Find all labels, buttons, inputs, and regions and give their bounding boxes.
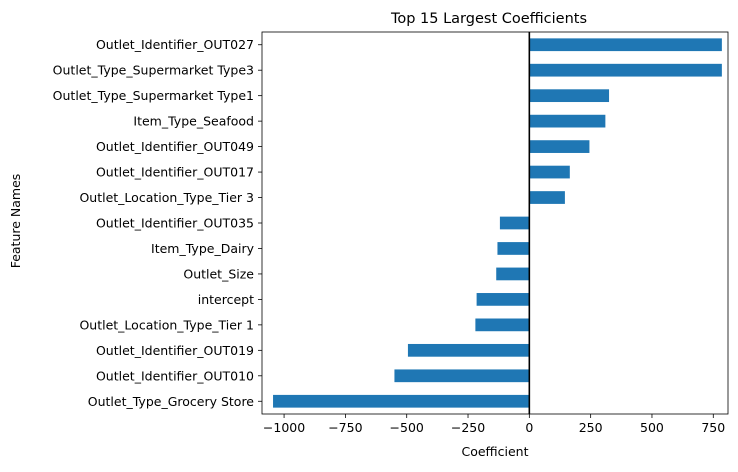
y-tick-label: Outlet_Location_Type_Tier 1 (79, 317, 254, 332)
y-tick-label: Outlet_Identifier_OUT019 (96, 343, 254, 358)
y-tick-label: Outlet_Location_Type_Tier 3 (79, 190, 254, 205)
bars-layer (273, 38, 722, 408)
x-tick-label: −250 (451, 420, 485, 435)
bar-5 (529, 165, 570, 179)
x-tick-label: −500 (390, 420, 424, 435)
bar-0 (529, 38, 722, 52)
bar-6 (529, 191, 565, 204)
bar-1 (529, 63, 722, 77)
y-tick-label: Outlet_Identifier_OUT035 (96, 216, 254, 231)
bar-12 (407, 343, 530, 357)
x-tick-label: −1000 (263, 420, 305, 435)
bar-11 (475, 318, 530, 332)
y-tick-label: Outlet_Type_Supermarket Type3 (53, 63, 254, 78)
bar-2 (529, 89, 610, 103)
y-tick-label: Outlet_Identifier_OUT027 (96, 37, 254, 52)
x-tick-label: 500 (640, 420, 664, 435)
bar-4 (529, 140, 590, 153)
y-tick-label: Item_Type_Dairy (151, 241, 255, 256)
y-tick-label: Outlet_Identifier_OUT017 (96, 165, 254, 180)
y-axis-label: Feature Names (8, 174, 23, 269)
y-tick-label: Outlet_Type_Supermarket Type1 (53, 88, 254, 103)
y-tick-label: Outlet_Identifier_OUT010 (96, 368, 254, 383)
chart-title: Top 15 Largest Coefficients (390, 11, 587, 27)
bar-14 (273, 394, 530, 408)
y-tick-label: intercept (198, 292, 254, 307)
x-tick-label: 0 (525, 420, 533, 435)
x-axis-label: Coefficient (461, 444, 528, 459)
y-tick-label: Outlet_Size (183, 266, 254, 281)
y-tick-label: Outlet_Identifier_OUT049 (96, 139, 254, 154)
bar-9 (496, 267, 530, 281)
bar-7 (499, 216, 530, 230)
bar-10 (476, 293, 530, 306)
y-tick-label: Outlet_Type_Grocery Store (88, 394, 255, 409)
y-tick-label: Item_Type_Seafood (133, 114, 254, 129)
x-tick-label: 250 (579, 420, 603, 435)
plot-frame (261, 31, 729, 415)
bar-13 (394, 369, 530, 383)
axes-layer: Outlet_Identifier_OUT027 Outlet_Type_Supe… (53, 31, 729, 435)
bar-8 (497, 242, 530, 255)
bar-3 (529, 114, 606, 128)
x-tick-label: 750 (701, 420, 725, 435)
x-tick-label: −750 (328, 420, 362, 435)
